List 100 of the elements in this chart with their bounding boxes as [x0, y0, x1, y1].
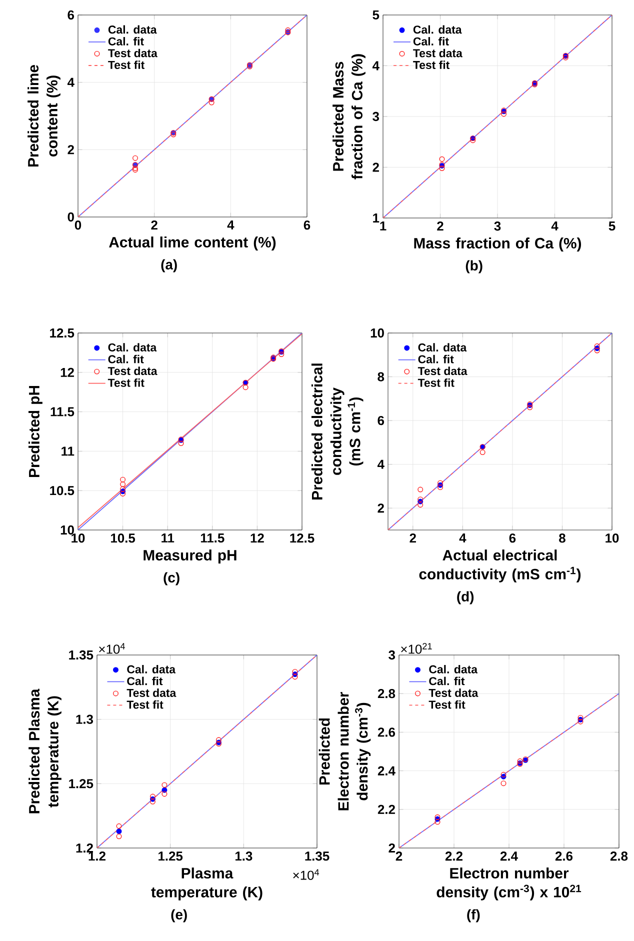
point — [150, 794, 156, 800]
legend-label: Test data — [108, 366, 158, 376]
legend-label: Test fit — [418, 378, 454, 387]
point — [439, 166, 445, 171]
point — [150, 798, 156, 804]
x-tick-label: 12 — [250, 534, 264, 543]
point — [501, 111, 507, 117]
x-tick-label: 6 — [304, 220, 310, 230]
point — [132, 155, 138, 161]
y-tick-label: 2 — [372, 162, 379, 172]
x-tick-label: 8 — [559, 534, 566, 543]
x-tick-label: 2.4 — [500, 852, 518, 861]
point — [418, 502, 424, 508]
x-tick-label: 1.2 — [88, 852, 106, 861]
x-tick-label: 2.2 — [445, 852, 462, 861]
legend-label: Cal. data — [108, 25, 157, 34]
x-tick-label: 1.3 — [235, 852, 252, 861]
point — [162, 791, 168, 797]
y-tick-label: 11 — [62, 446, 74, 456]
x-tick-label: 4 — [227, 220, 234, 230]
x-axis-title: Actual electrical conductivity (mS cm$^{-1}$) — [419, 550, 581, 582]
y-tick-label: 10 — [60, 525, 74, 535]
text: ×10$^{4}$ — [293, 869, 320, 880]
point — [116, 828, 122, 834]
y-tick-label: 1.35 — [69, 650, 94, 660]
x-tick-label: 1.35 — [305, 852, 330, 861]
y-tick-label: 6 — [68, 10, 74, 20]
x-axis-title: Actual lime content (%) — [109, 236, 276, 250]
y-tick-label: 2.2 — [378, 804, 395, 814]
x-tick-label: 10.5 — [111, 534, 136, 543]
x-tick-label: 10 — [606, 534, 619, 543]
legend-label: Cal. fit — [108, 354, 144, 364]
legend-label: Test fit — [126, 700, 164, 709]
y-tick-label: 12.5 — [50, 328, 74, 338]
point — [120, 491, 126, 496]
x-axis-title: Electron number density (cm$^{-3}$) x 10$^{21}$ — [436, 868, 582, 900]
x-tick-label: 4 — [459, 534, 466, 542]
point — [242, 384, 248, 390]
point — [216, 737, 222, 743]
point — [116, 823, 122, 829]
text: (f) — [467, 909, 480, 922]
y-tick-label: 4 — [372, 61, 380, 70]
point — [292, 668, 298, 674]
legend-label: Test data — [413, 48, 462, 58]
legend-label: Cal. data — [127, 664, 176, 674]
legend-label: Cal. fit — [413, 37, 449, 46]
y-axis-title: Predicted pH — [28, 386, 42, 477]
point — [527, 404, 533, 410]
y-tick-label: 12 — [60, 368, 74, 377]
legend-label: Cal. fit — [127, 676, 163, 686]
x-tick-label: 2 — [437, 222, 444, 231]
text: (d) — [457, 591, 474, 604]
legend-label: Cal. data — [108, 343, 157, 352]
x-tick-label: 2.8 — [610, 852, 628, 861]
x-tick-label: 11.5 — [200, 534, 224, 543]
y-tick-label: 4 — [377, 460, 384, 469]
y-tick-label: 1.25 — [69, 779, 94, 788]
y-tick-label: 2 — [388, 843, 395, 853]
y-tick-label: 2.8 — [378, 689, 396, 698]
y-tick-label: 2.4 — [378, 766, 396, 776]
legend-label: Test data — [108, 48, 158, 58]
point — [480, 450, 486, 456]
point — [500, 780, 506, 786]
y-tick-label: 10.5 — [50, 486, 74, 496]
y-tick-label: 2 — [68, 145, 74, 154]
x-tick-label: 2 — [151, 220, 158, 230]
x-tick-label: 5 — [608, 222, 616, 231]
point — [438, 484, 444, 490]
y-axis-title: Predicted Mass fraction of Ca (%) — [332, 54, 366, 180]
legend-label: Test fit — [108, 60, 145, 70]
y-axis-title: Predicted lime content (%) — [28, 65, 60, 166]
legend-label: Test fit — [108, 378, 144, 387]
point — [594, 343, 600, 349]
text: ×10$^{4}$ — [99, 643, 125, 654]
y-tick-label: 1 — [373, 214, 380, 222]
y-tick-label: 1.2 — [76, 843, 93, 853]
x-axis-title: Measured pH — [144, 550, 236, 564]
text: (b) — [466, 260, 482, 274]
point — [116, 834, 122, 840]
x-tick-label: 4 — [551, 222, 558, 230]
legend-label: Cal. data — [429, 664, 478, 674]
legend-label: Test data — [126, 688, 176, 697]
y-tick-label: 1.3 — [76, 714, 94, 724]
point — [418, 486, 424, 492]
text: (c) — [164, 572, 180, 586]
y-tick-label: 0 — [68, 212, 74, 222]
legend-label: Test fit — [428, 700, 466, 709]
point — [120, 486, 126, 492]
text: (e) — [171, 909, 187, 922]
point — [208, 100, 214, 106]
legend-label: Cal. fit — [108, 37, 144, 46]
x-axis-title: Plasma temperature (K) — [151, 868, 262, 900]
x-tick-label: 2 — [410, 534, 416, 543]
text: (a) — [161, 259, 177, 272]
x-tick-label: 2 — [396, 852, 402, 861]
point — [434, 819, 440, 825]
point — [120, 476, 126, 482]
text: ×10$^{21}$ — [401, 643, 432, 654]
legend-label: Test fit — [413, 60, 450, 70]
x-tick-label: 11 — [162, 534, 174, 542]
